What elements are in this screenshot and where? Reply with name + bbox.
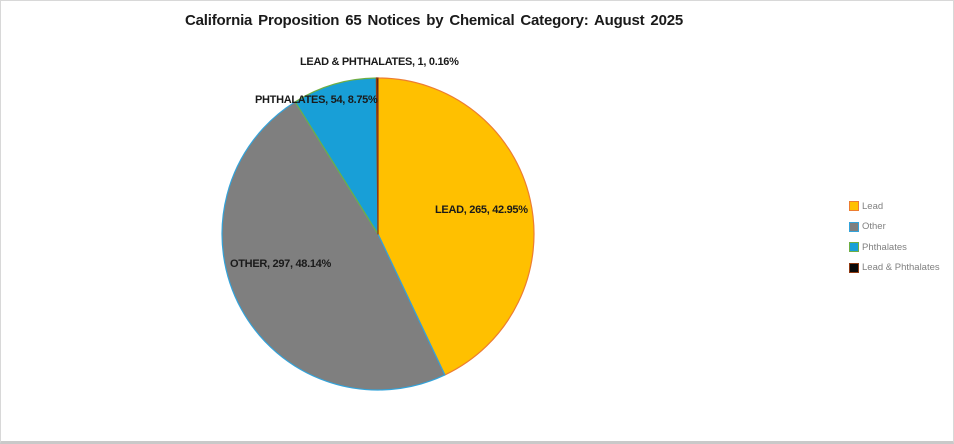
legend: Lead Other Phthalates Lead & Phthalates	[849, 200, 940, 282]
legend-swatch-phthalates	[849, 242, 859, 252]
legend-item-lead-phthalates: Lead & Phthalates	[849, 262, 940, 274]
slice-label-lead: LEAD, 265, 42.95%	[435, 204, 528, 216]
legend-label-lead-phthalates: Lead & Phthalates	[862, 262, 940, 273]
chart-title: California Proposition 65 Notices by Che…	[185, 12, 683, 29]
slice-label-lead-phthalates: LEAD & PHTHALATES, 1, 0.16%	[300, 56, 459, 68]
legend-label-other: Other	[862, 221, 886, 232]
pie-slice-other	[221, 101, 446, 391]
pie-slice-phthalates	[294, 77, 379, 235]
legend-item-phthalates: Phthalates	[849, 241, 940, 253]
slice-label-phthalates: PHTHALATES, 54, 8.75%	[255, 94, 378, 106]
legend-swatch-lead	[849, 201, 859, 211]
pie-slice-lead	[377, 77, 535, 376]
legend-label-lead: Lead	[862, 200, 884, 212]
legend-label-phthalates: Phthalates	[862, 241, 907, 253]
legend-item-lead: Lead	[849, 200, 940, 212]
legend-item-other: Other	[849, 221, 940, 233]
legend-swatch-lead-phthalates	[849, 262, 859, 273]
slice-label-other: OTHER, 297, 48.14%	[230, 258, 331, 270]
legend-swatch-other	[849, 221, 859, 232]
pie-slice-lead-phthalates	[375, 77, 379, 235]
